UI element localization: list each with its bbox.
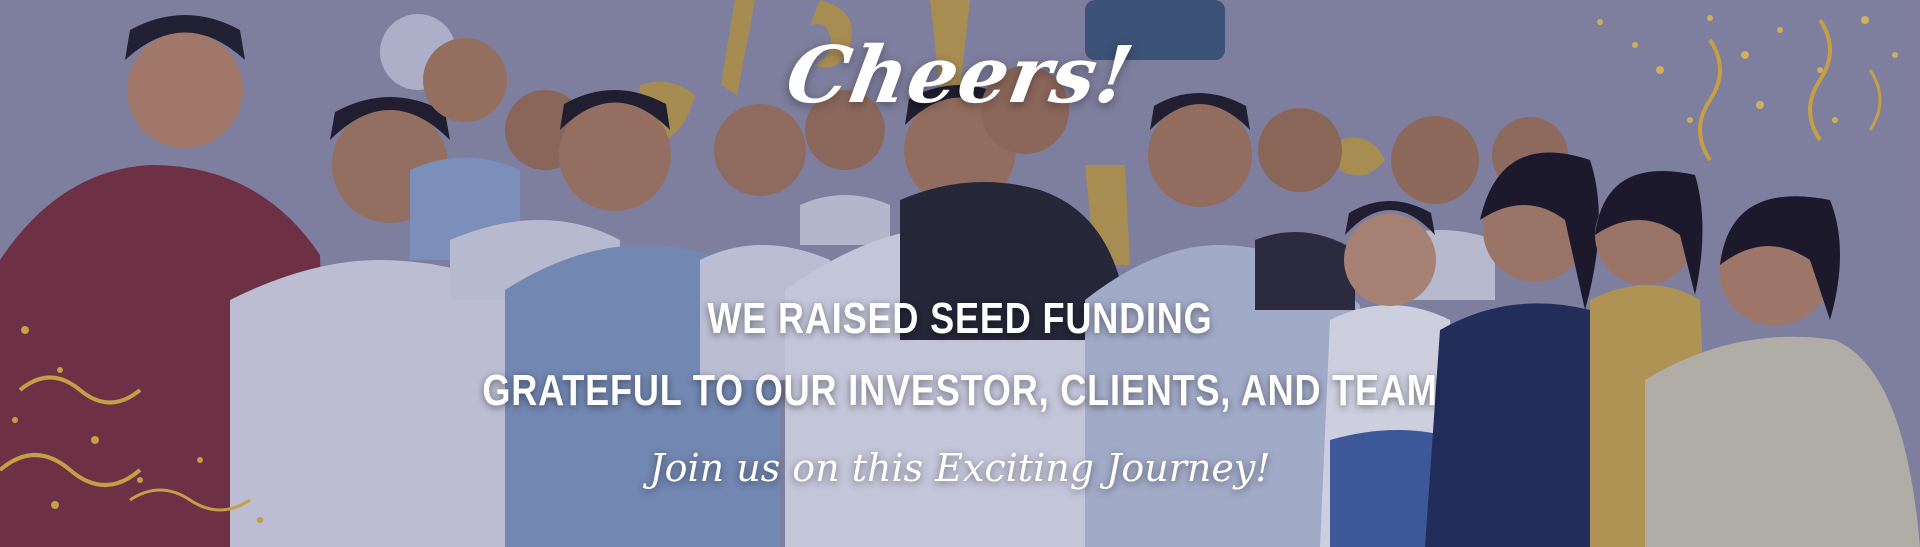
headline-seed-funding: WE RAISED SEED FUNDING	[707, 294, 1213, 343]
cheers-heading: Cheers!	[779, 30, 1141, 121]
tagline: Join us on this Exciting Journey!	[649, 446, 1271, 490]
people-group	[0, 15, 1920, 547]
confetti-left	[0, 326, 263, 523]
confetti-right	[1597, 15, 1898, 162]
balloon-letters	[639, 0, 1385, 265]
headline-gratitude: GRATEFUL TO OUR INVESTOR, CLIENTS, AND T…	[482, 366, 1438, 415]
